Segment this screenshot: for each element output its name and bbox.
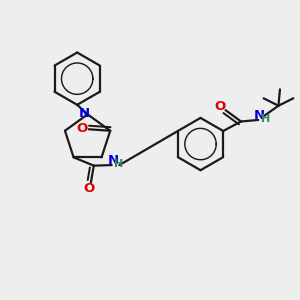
Text: N: N xyxy=(107,154,118,167)
Text: N: N xyxy=(254,109,265,122)
Text: H: H xyxy=(114,160,123,170)
Text: O: O xyxy=(84,182,95,195)
Text: N: N xyxy=(79,106,90,120)
Text: O: O xyxy=(214,100,226,113)
Text: O: O xyxy=(76,122,88,135)
Text: H: H xyxy=(261,114,270,124)
